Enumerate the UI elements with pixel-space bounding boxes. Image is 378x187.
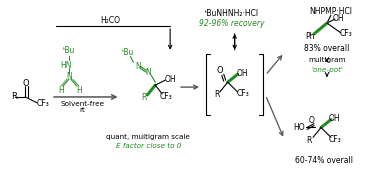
Text: N: N [135,62,141,71]
Text: 'one-pot': 'one-pot' [311,67,343,73]
Text: ᵗBu: ᵗBu [122,48,135,57]
Text: R: R [11,92,17,102]
Text: R: R [307,136,312,145]
Text: Solvent-free: Solvent-free [61,101,105,107]
Text: ᵗBuNHNH₂·HCl: ᵗBuNHNH₂·HCl [204,9,259,18]
Text: OH: OH [333,14,345,23]
Text: N: N [66,72,72,81]
Text: HN: HN [60,61,72,70]
Text: H: H [58,85,64,95]
Text: O: O [23,79,29,88]
Text: N: N [146,68,151,77]
Text: O: O [308,116,314,125]
Text: multigram: multigram [308,57,346,64]
Text: 83% overall: 83% overall [304,44,350,53]
Text: CF₃: CF₃ [328,135,341,144]
Text: CF₃: CF₃ [160,92,172,102]
Text: HO: HO [293,123,305,132]
Text: quant, multigram scale: quant, multigram scale [106,134,190,140]
Text: rt: rt [80,107,86,113]
Text: OH: OH [164,75,176,84]
Text: O: O [217,66,223,75]
Text: Ph: Ph [305,32,315,41]
Text: R: R [214,91,220,99]
Text: CF₃: CF₃ [236,90,249,99]
Text: OH: OH [329,114,341,123]
Text: R: R [142,94,147,102]
Text: H: H [76,85,82,95]
Text: OH: OH [237,69,248,78]
Text: 60-74% overall: 60-74% overall [295,157,353,165]
Text: 92-96% recovery: 92-96% recovery [199,19,265,27]
Text: E factor close to 0: E factor close to 0 [116,143,181,149]
Text: CF₃: CF₃ [339,29,352,38]
Text: ᵗBu: ᵗBu [63,46,75,55]
Text: CF₃: CF₃ [37,99,50,108]
Text: NHPMP·HCl: NHPMP·HCl [310,7,352,16]
Text: H₂CO: H₂CO [101,16,121,25]
